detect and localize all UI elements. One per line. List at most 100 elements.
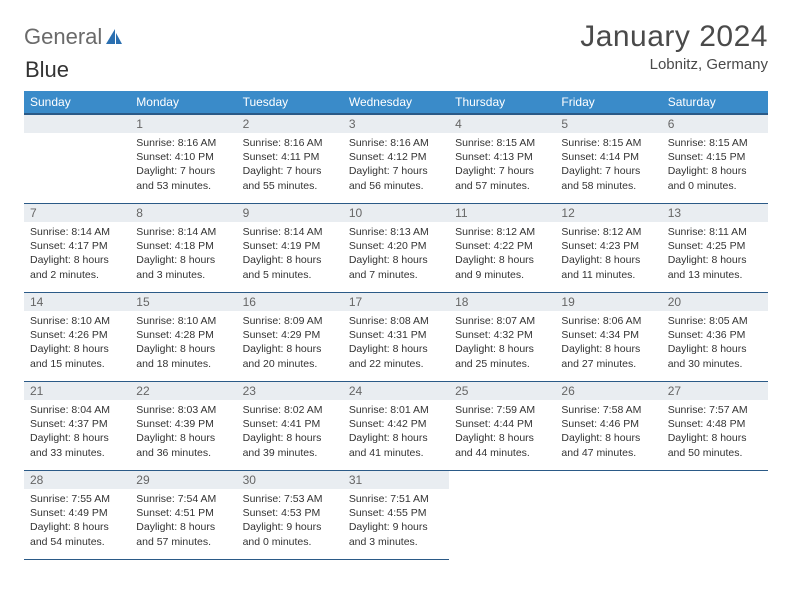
day-number: 19	[555, 293, 661, 311]
day-details: Sunrise: 8:12 AMSunset: 4:22 PMDaylight:…	[449, 222, 555, 286]
day-details: Sunrise: 7:51 AMSunset: 4:55 PMDaylight:…	[343, 489, 449, 553]
col-header: Thursday	[449, 91, 555, 114]
day-number: 29	[130, 471, 236, 489]
day-details: Sunrise: 8:11 AMSunset: 4:25 PMDaylight:…	[662, 222, 768, 286]
day-details: Sunrise: 7:53 AMSunset: 4:53 PMDaylight:…	[237, 489, 343, 553]
calendar-cell	[24, 114, 130, 204]
calendar-cell: 7Sunrise: 8:14 AMSunset: 4:17 PMDaylight…	[24, 204, 130, 293]
calendar-cell: 12Sunrise: 8:12 AMSunset: 4:23 PMDayligh…	[555, 204, 661, 293]
day-details: Sunrise: 7:57 AMSunset: 4:48 PMDaylight:…	[662, 400, 768, 464]
day-number: 4	[449, 115, 555, 133]
day-number: 23	[237, 382, 343, 400]
logo-text-1: General	[24, 24, 102, 50]
col-header: Friday	[555, 91, 661, 114]
day-details: Sunrise: 8:13 AMSunset: 4:20 PMDaylight:…	[343, 222, 449, 286]
logo: General	[24, 24, 124, 50]
day-number: 7	[24, 204, 130, 222]
day-details: Sunrise: 8:14 AMSunset: 4:17 PMDaylight:…	[24, 222, 130, 286]
calendar-cell: 8Sunrise: 8:14 AMSunset: 4:18 PMDaylight…	[130, 204, 236, 293]
calendar-cell	[662, 471, 768, 560]
calendar-table: SundayMondayTuesdayWednesdayThursdayFrid…	[24, 91, 768, 560]
day-number: 11	[449, 204, 555, 222]
calendar-cell: 31Sunrise: 7:51 AMSunset: 4:55 PMDayligh…	[343, 471, 449, 560]
day-details: Sunrise: 8:03 AMSunset: 4:39 PMDaylight:…	[130, 400, 236, 464]
calendar-cell: 19Sunrise: 8:06 AMSunset: 4:34 PMDayligh…	[555, 293, 661, 382]
day-number: 30	[237, 471, 343, 489]
calendar-cell: 2Sunrise: 8:16 AMSunset: 4:11 PMDaylight…	[237, 114, 343, 204]
day-details: Sunrise: 7:59 AMSunset: 4:44 PMDaylight:…	[449, 400, 555, 464]
day-number: 17	[343, 293, 449, 311]
calendar-cell: 21Sunrise: 8:04 AMSunset: 4:37 PMDayligh…	[24, 382, 130, 471]
calendar-cell: 23Sunrise: 8:02 AMSunset: 4:41 PMDayligh…	[237, 382, 343, 471]
day-number: 20	[662, 293, 768, 311]
logo-text-2: Blue	[25, 57, 69, 82]
day-number: 5	[555, 115, 661, 133]
day-number: 9	[237, 204, 343, 222]
col-header: Monday	[130, 91, 236, 114]
calendar-cell: 24Sunrise: 8:01 AMSunset: 4:42 PMDayligh…	[343, 382, 449, 471]
day-details: Sunrise: 8:02 AMSunset: 4:41 PMDaylight:…	[237, 400, 343, 464]
day-number: 27	[662, 382, 768, 400]
day-details: Sunrise: 8:15 AMSunset: 4:13 PMDaylight:…	[449, 133, 555, 197]
calendar-cell	[449, 471, 555, 560]
day-number: 31	[343, 471, 449, 489]
day-number: 14	[24, 293, 130, 311]
calendar-cell: 9Sunrise: 8:14 AMSunset: 4:19 PMDaylight…	[237, 204, 343, 293]
calendar-cell: 10Sunrise: 8:13 AMSunset: 4:20 PMDayligh…	[343, 204, 449, 293]
calendar-cell	[555, 471, 661, 560]
day-number: 21	[24, 382, 130, 400]
day-details: Sunrise: 8:16 AMSunset: 4:12 PMDaylight:…	[343, 133, 449, 197]
calendar-cell: 29Sunrise: 7:54 AMSunset: 4:51 PMDayligh…	[130, 471, 236, 560]
day-details: Sunrise: 7:54 AMSunset: 4:51 PMDaylight:…	[130, 489, 236, 553]
day-details: Sunrise: 7:55 AMSunset: 4:49 PMDaylight:…	[24, 489, 130, 553]
calendar-cell: 5Sunrise: 8:15 AMSunset: 4:14 PMDaylight…	[555, 114, 661, 204]
day-details: Sunrise: 8:15 AMSunset: 4:14 PMDaylight:…	[555, 133, 661, 197]
calendar-cell: 3Sunrise: 8:16 AMSunset: 4:12 PMDaylight…	[343, 114, 449, 204]
col-header: Tuesday	[237, 91, 343, 114]
day-number: 24	[343, 382, 449, 400]
calendar-cell: 11Sunrise: 8:12 AMSunset: 4:22 PMDayligh…	[449, 204, 555, 293]
day-number: 26	[555, 382, 661, 400]
calendar-cell: 17Sunrise: 8:08 AMSunset: 4:31 PMDayligh…	[343, 293, 449, 382]
calendar-cell: 25Sunrise: 7:59 AMSunset: 4:44 PMDayligh…	[449, 382, 555, 471]
day-details: Sunrise: 8:07 AMSunset: 4:32 PMDaylight:…	[449, 311, 555, 375]
day-number: 3	[343, 115, 449, 133]
calendar-cell: 28Sunrise: 7:55 AMSunset: 4:49 PMDayligh…	[24, 471, 130, 560]
day-number: 1	[130, 115, 236, 133]
day-details: Sunrise: 8:04 AMSunset: 4:37 PMDaylight:…	[24, 400, 130, 464]
calendar-cell: 27Sunrise: 7:57 AMSunset: 4:48 PMDayligh…	[662, 382, 768, 471]
day-details: Sunrise: 8:01 AMSunset: 4:42 PMDaylight:…	[343, 400, 449, 464]
calendar-cell: 20Sunrise: 8:05 AMSunset: 4:36 PMDayligh…	[662, 293, 768, 382]
day-details: Sunrise: 8:16 AMSunset: 4:11 PMDaylight:…	[237, 133, 343, 197]
calendar-cell: 14Sunrise: 8:10 AMSunset: 4:26 PMDayligh…	[24, 293, 130, 382]
day-details: Sunrise: 8:12 AMSunset: 4:23 PMDaylight:…	[555, 222, 661, 286]
calendar-cell: 6Sunrise: 8:15 AMSunset: 4:15 PMDaylight…	[662, 114, 768, 204]
day-details: Sunrise: 8:06 AMSunset: 4:34 PMDaylight:…	[555, 311, 661, 375]
day-number: 18	[449, 293, 555, 311]
day-number: 6	[662, 115, 768, 133]
day-number: 25	[449, 382, 555, 400]
day-details: Sunrise: 8:16 AMSunset: 4:10 PMDaylight:…	[130, 133, 236, 197]
calendar-cell: 4Sunrise: 8:15 AMSunset: 4:13 PMDaylight…	[449, 114, 555, 204]
day-number: 13	[662, 204, 768, 222]
calendar-cell: 30Sunrise: 7:53 AMSunset: 4:53 PMDayligh…	[237, 471, 343, 560]
calendar-cell: 13Sunrise: 8:11 AMSunset: 4:25 PMDayligh…	[662, 204, 768, 293]
day-details: Sunrise: 8:10 AMSunset: 4:28 PMDaylight:…	[130, 311, 236, 375]
day-details: Sunrise: 8:15 AMSunset: 4:15 PMDaylight:…	[662, 133, 768, 197]
col-header: Sunday	[24, 91, 130, 114]
day-number: 16	[237, 293, 343, 311]
day-number: 12	[555, 204, 661, 222]
day-details: Sunrise: 8:14 AMSunset: 4:19 PMDaylight:…	[237, 222, 343, 286]
day-number: 2	[237, 115, 343, 133]
calendar-cell: 1Sunrise: 8:16 AMSunset: 4:10 PMDaylight…	[130, 114, 236, 204]
sail-icon	[104, 27, 124, 47]
col-header: Saturday	[662, 91, 768, 114]
calendar-cell: 22Sunrise: 8:03 AMSunset: 4:39 PMDayligh…	[130, 382, 236, 471]
day-number: 10	[343, 204, 449, 222]
day-number: 28	[24, 471, 130, 489]
day-number: 22	[130, 382, 236, 400]
day-details: Sunrise: 8:10 AMSunset: 4:26 PMDaylight:…	[24, 311, 130, 375]
day-details: Sunrise: 8:05 AMSunset: 4:36 PMDaylight:…	[662, 311, 768, 375]
day-details: Sunrise: 8:08 AMSunset: 4:31 PMDaylight:…	[343, 311, 449, 375]
day-details: Sunrise: 8:14 AMSunset: 4:18 PMDaylight:…	[130, 222, 236, 286]
